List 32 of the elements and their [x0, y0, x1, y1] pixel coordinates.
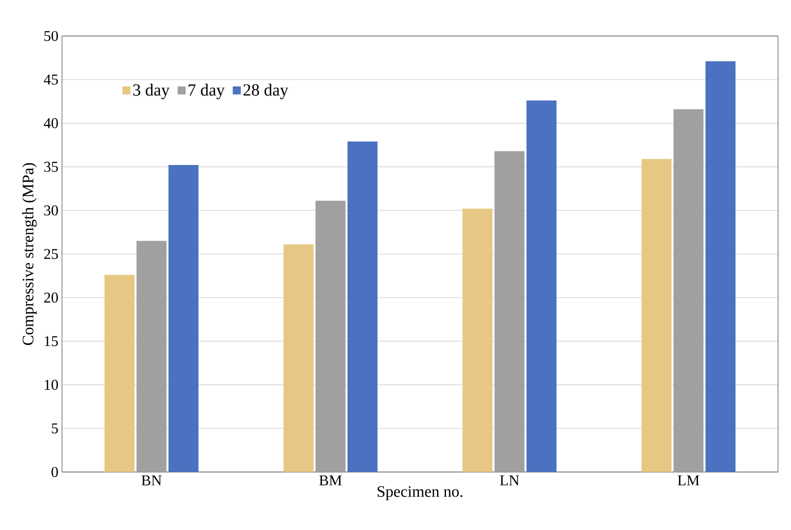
bar: [284, 244, 314, 472]
bar: [642, 158, 672, 472]
legend-label: 7 day: [188, 84, 225, 100]
y-tick-label: 30: [44, 205, 58, 216]
bar: [104, 274, 135, 472]
legend-label: 3 day: [133, 84, 170, 100]
legend-label: 28 day: [243, 84, 288, 100]
x-tick-label: BN: [142, 476, 162, 486]
x-axis-title: Specimen no.: [378, 486, 462, 500]
bar: [706, 61, 736, 472]
y-tick-label: 15: [44, 336, 58, 346]
bar: [316, 200, 346, 472]
y-tick-label: 50: [44, 30, 58, 42]
x-tick-label: LN: [500, 476, 520, 486]
y-tick-label: 10: [44, 380, 58, 390]
bar: [347, 142, 378, 472]
y-tick-label: 25: [44, 248, 58, 260]
x-tick-label: LM: [678, 476, 700, 486]
y-tick-label: 35: [44, 162, 58, 172]
bar: [462, 208, 493, 472]
y-tick-label: 45: [44, 74, 58, 85]
bar: [526, 100, 556, 472]
y-tick-label: 5: [52, 423, 58, 434]
bar: [168, 165, 198, 472]
y-axis-title: Compressive strength (MPa): [22, 163, 37, 345]
bar: [494, 151, 525, 472]
x-tick-label: BM: [319, 476, 342, 486]
y-tick-label: 40: [44, 118, 58, 128]
y-tick-label: 20: [44, 292, 58, 303]
y-tick-label: 0: [52, 466, 58, 478]
bar: [136, 240, 166, 472]
bar: [674, 109, 704, 472]
